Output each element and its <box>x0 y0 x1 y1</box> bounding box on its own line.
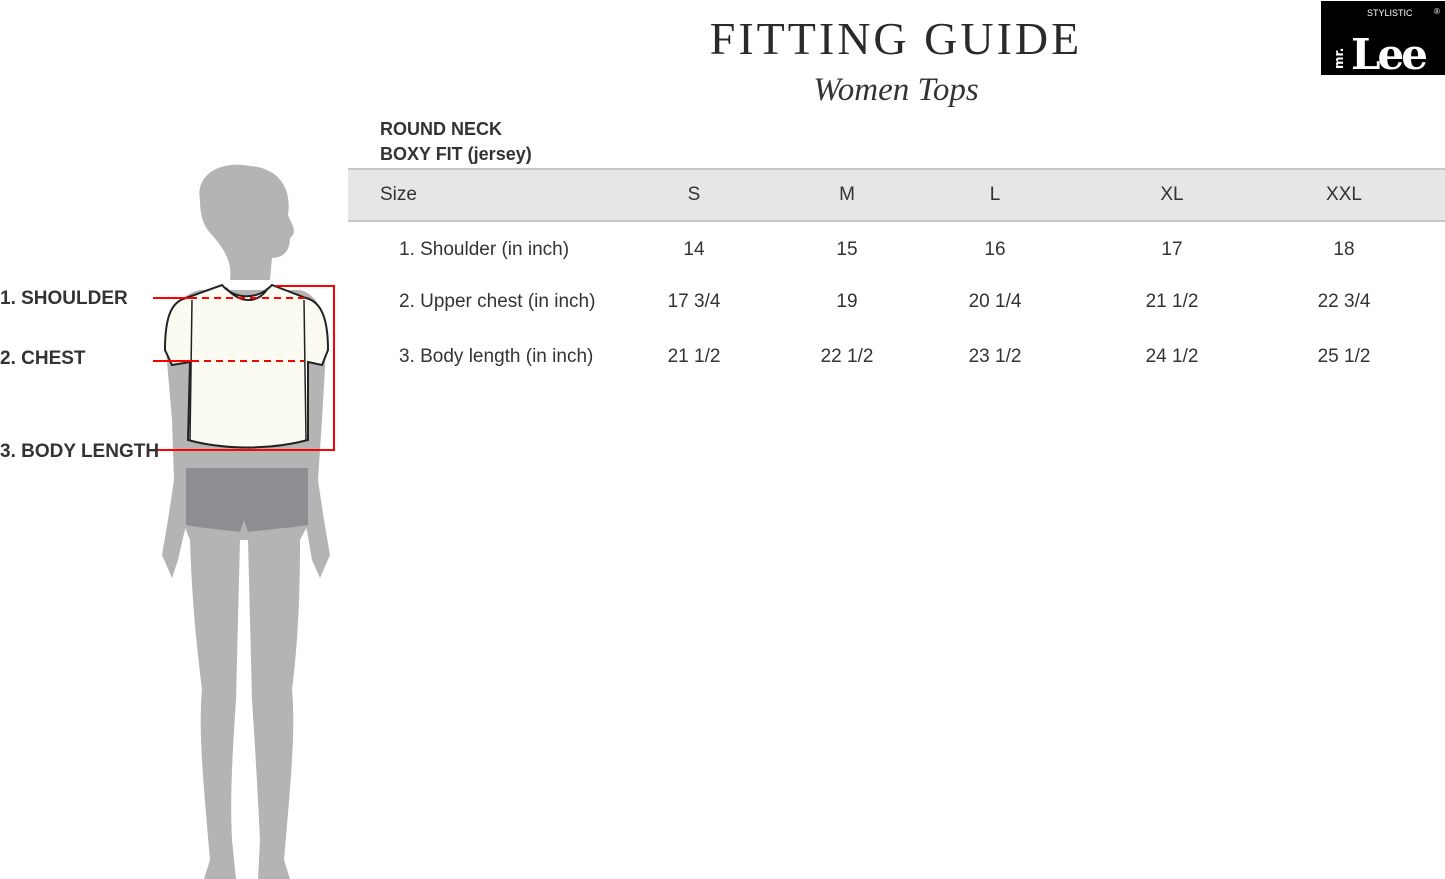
header-l: L <box>989 184 1001 205</box>
svg-text:®: ® <box>1434 7 1440 16</box>
brand-logo: STYLISTIC ® mr. Lee <box>1321 1 1445 79</box>
table-cell: 22 3/4 <box>1317 291 1371 312</box>
row-label: 3. Body length (in inch) <box>399 346 594 367</box>
header-xxl: XXL <box>1326 184 1362 205</box>
fit-style: BOXY FIT (jersey) <box>380 144 532 164</box>
header-size: Size <box>380 184 417 205</box>
size-table-header <box>348 168 1445 222</box>
neck-style: ROUND NECK <box>380 119 503 139</box>
row-label: 1. Shoulder (in inch) <box>399 239 570 260</box>
page-title: FITTING GUIDE <box>709 13 1083 64</box>
table-cell: 19 <box>836 291 858 312</box>
header-m: M <box>839 184 855 205</box>
table-cell: 22 1/2 <box>820 346 874 367</box>
table-cell: 23 1/2 <box>968 346 1022 367</box>
body-length-label: 3. BODY LENGTH <box>0 441 160 462</box>
table-cell: 17 <box>1161 239 1183 260</box>
table-cell: 17 3/4 <box>667 291 721 312</box>
table-cell: 16 <box>984 239 1006 260</box>
row-label: 2. Upper chest (in inch) <box>399 291 596 312</box>
table-cell: 25 1/2 <box>1317 346 1371 367</box>
table-cell: 20 1/4 <box>968 291 1022 312</box>
table-cell: 21 1/2 <box>1145 291 1199 312</box>
svg-text:STYLISTIC: STYLISTIC <box>1367 8 1413 18</box>
svg-text:mr.: mr. <box>1332 48 1346 69</box>
shoulder-label: 1. SHOULDER <box>0 288 128 309</box>
table-cell: 21 1/2 <box>667 346 721 367</box>
table-cell: 15 <box>836 239 858 260</box>
table-cell: 14 <box>683 239 705 260</box>
body-silhouette-figure <box>153 164 335 879</box>
header-xl: XL <box>1160 184 1184 205</box>
svg-text:Lee: Lee <box>1351 30 1426 75</box>
header-s: S <box>687 184 701 205</box>
table-cell: 24 1/2 <box>1145 346 1199 367</box>
page-subtitle: Women Tops <box>813 72 979 108</box>
table-cell: 18 <box>1333 239 1355 260</box>
chest-label: 2. CHEST <box>0 348 86 369</box>
